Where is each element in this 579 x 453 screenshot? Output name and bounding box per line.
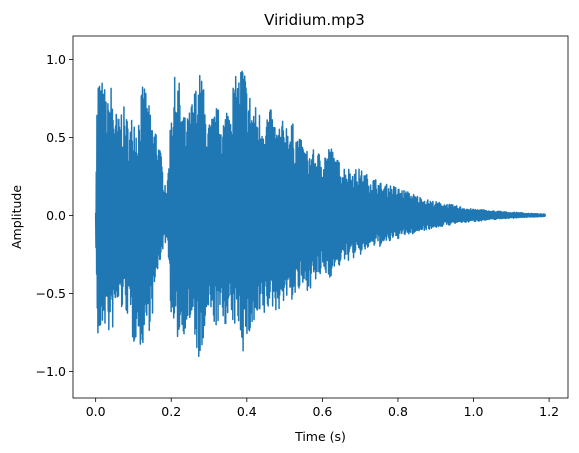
y-tick-label: −0.5 — [36, 286, 66, 301]
x-tick-label: 0.2 — [161, 404, 181, 419]
y-tick-label: 0.0 — [46, 208, 66, 223]
x-tick-label: 1.0 — [464, 404, 484, 419]
x-axis: 0.0 0.2 0.4 0.6 0.8 1.0 1.2 — [86, 398, 559, 419]
x-tick-label: 1.2 — [539, 404, 559, 419]
x-tick-label: 0.4 — [237, 404, 257, 419]
y-tick-label: 1.0 — [46, 52, 66, 67]
waveform-series-line — [94, 70, 547, 357]
plot-frame — [72, 35, 569, 399]
x-axis-label: Time (s) — [294, 429, 346, 444]
x-tick-label: 0.0 — [86, 404, 106, 419]
y-axis: −1.0 −0.5 0.0 0.5 1.0 — [36, 52, 73, 379]
x-tick-label: 0.6 — [312, 404, 332, 419]
plot-area — [94, 70, 547, 357]
y-axis-label: Amplitude — [9, 185, 24, 249]
chart-title: Viridium.mp3 — [264, 11, 365, 29]
y-tick-label: 0.5 — [46, 130, 66, 145]
y-tick-label: −1.0 — [36, 364, 66, 379]
x-tick-label: 0.8 — [388, 404, 408, 419]
